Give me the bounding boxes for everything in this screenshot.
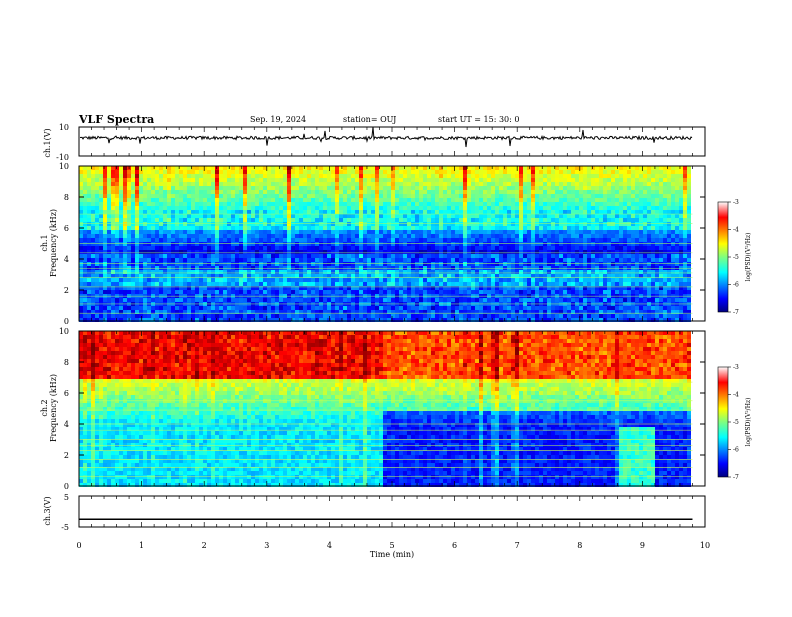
colorbar-label: log(PSD)(V²/Hz): [745, 233, 752, 282]
date-label: Sep. 19, 2024: [250, 115, 306, 124]
ch1-colorbar: -3 -4 -5 -6 -7 log(PSD)(V²/Hz): [718, 199, 752, 316]
colorbar-tick-label: -3: [733, 364, 739, 371]
spec-ytick-label: 0: [64, 317, 69, 326]
colorbar-tick-label: -6: [733, 447, 739, 454]
spec-ytick-label: 2: [64, 451, 69, 460]
x-tick-label: 8: [577, 541, 582, 550]
ch1-spectrogram-panel: 0 2 4 6 8 10 ch.1 Frequency (kHz): [40, 162, 705, 326]
ch3-ylabel: ch.3(V): [43, 496, 52, 525]
colorbar-tick-label: -6: [733, 282, 739, 289]
spec-ytick-label: 0: [64, 482, 69, 491]
spec-ytick-label: 8: [64, 358, 69, 367]
ch1-spec-ylabel-channel: ch.1: [40, 234, 49, 251]
ch3-ytick-bottom: -5: [61, 523, 69, 532]
ch1-ytick-bottom: -10: [56, 153, 69, 162]
x-tick-label: 4: [327, 541, 332, 550]
x-tick-label: 1: [139, 541, 144, 550]
ch2-spectrogram-panel: 0 2 4 6 8 10 ch.2 Frequency (kHz): [40, 327, 705, 491]
ch1-spectrogram-heatmap: [79, 166, 692, 322]
start-ut-label: start UT = 15: 30: 0: [438, 115, 519, 124]
ch2-spec-ylabel-frequency: Frequency (kHz): [49, 374, 58, 442]
x-tick-label: 10: [700, 541, 710, 550]
ch3-ytick-top: 5: [64, 493, 69, 502]
spec-ytick-label: 4: [64, 420, 69, 429]
ch1-spec-ylabel-frequency: Frequency (kHz): [49, 209, 58, 277]
x-tick-labels: 0 1 2 3 4 5 6 7 8 9 10: [76, 541, 710, 550]
spec-ytick-label: 10: [59, 162, 69, 171]
spec-ytick-label: 6: [64, 224, 69, 233]
ch2-spectrogram-heatmap: [79, 331, 692, 487]
ch1-ytick-top: 10: [59, 123, 69, 132]
ch2-spec-ylabel-channel: ch.2: [40, 399, 49, 416]
spec-ytick-label: 4: [64, 255, 69, 264]
ch2-colorbar: -3 -4 -5 -6 -7 log(PSD)(V²/Hz): [718, 364, 752, 481]
x-tick-label: 9: [640, 541, 645, 550]
colorbar-tick-label: -5: [733, 419, 739, 426]
colorbar-tick-label: -3: [733, 199, 739, 206]
colorbar-tick-label: -7: [733, 309, 739, 316]
ch1-ylabel: ch.1(V): [43, 128, 52, 157]
x-tick-label: 7: [515, 541, 520, 550]
x-tick-label: 3: [264, 541, 269, 550]
spec-ytick-label: 8: [64, 193, 69, 202]
spec-ytick-label: 10: [59, 327, 69, 336]
colorbar-tick-label: -7: [733, 474, 739, 481]
x-tick-label: 0: [76, 541, 81, 550]
colorbar-tick-label: -4: [733, 392, 739, 399]
ch1-waveform-panel: 10 -10 ch.1(V): [43, 123, 705, 162]
colorbar-tick-label: -4: [733, 227, 739, 234]
spec-ytick-label: 6: [64, 389, 69, 398]
colorbar-label: log(PSD)(V²/Hz): [745, 398, 752, 447]
x-tick-label: 2: [202, 541, 207, 550]
x-tick-label: 6: [452, 541, 457, 550]
colorbar-tick-label: -5: [733, 254, 739, 261]
station-label: station= OUJ: [343, 115, 396, 124]
x-axis-label: Time (min): [370, 550, 414, 559]
ch3-waveform-panel: 5 -5 ch.3(V): [43, 493, 705, 532]
figure-title: VLF Spectra: [78, 113, 154, 126]
spec-ytick-label: 2: [64, 286, 69, 295]
x-tick-label: 5: [389, 541, 394, 550]
